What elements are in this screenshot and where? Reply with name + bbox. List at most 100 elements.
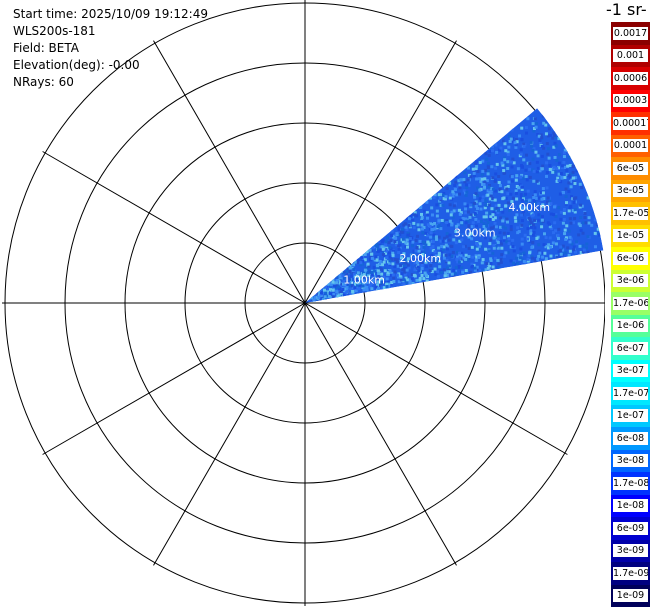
colorbar-level: 3e-09 bbox=[611, 539, 650, 562]
scan-pixel bbox=[552, 131, 556, 135]
scan-pixel bbox=[474, 258, 478, 262]
scan-pixel bbox=[491, 197, 495, 201]
scan-pixel bbox=[371, 279, 375, 283]
scan-pixel bbox=[491, 213, 495, 217]
scan-pixel bbox=[490, 186, 494, 190]
scan-pixel bbox=[567, 155, 571, 159]
scan-pixel bbox=[540, 225, 544, 229]
scan-pixel bbox=[394, 241, 398, 245]
scan-pixel bbox=[513, 216, 517, 220]
scan-pixel bbox=[329, 295, 333, 299]
scan-pixel bbox=[567, 174, 571, 178]
scan-pixel bbox=[501, 225, 505, 229]
scan-pixel bbox=[375, 280, 379, 284]
scan-pixel bbox=[435, 214, 439, 218]
scan-pixel bbox=[493, 189, 497, 193]
scan-pixel bbox=[566, 164, 570, 168]
scan-pixel bbox=[422, 250, 426, 254]
scan-pixel bbox=[395, 273, 399, 277]
scan-pixel bbox=[468, 270, 472, 274]
scan-pixel bbox=[397, 280, 401, 284]
scan-pixel bbox=[544, 245, 548, 249]
scan-pixel bbox=[455, 224, 459, 228]
scan-pixel bbox=[418, 278, 422, 282]
scan-pixel bbox=[434, 257, 438, 261]
scan-pixel bbox=[585, 246, 589, 250]
scan-pixel bbox=[340, 291, 344, 295]
colorbar: 0.0017 0.001 0.0006 0.0003 0.00017 0.0001 6e-0… bbox=[611, 22, 650, 610]
scan-pixel bbox=[413, 211, 417, 215]
scan-pixel bbox=[467, 225, 471, 229]
scan-pixel bbox=[461, 233, 465, 237]
scan-pixel bbox=[546, 134, 550, 138]
scan-pixel bbox=[519, 252, 523, 256]
scan-sector bbox=[305, 108, 604, 303]
scan-pixel bbox=[389, 257, 393, 261]
scan-pixel bbox=[565, 173, 569, 177]
colorbar-level-label: 6e-09 bbox=[613, 521, 648, 535]
scan-pixel bbox=[533, 117, 537, 121]
scan-pixel bbox=[405, 268, 409, 272]
scan-pixel bbox=[386, 247, 390, 251]
scan-pixel bbox=[539, 191, 543, 195]
scan-pixel bbox=[534, 150, 538, 154]
scan-pixel bbox=[349, 287, 353, 291]
scan-pixel bbox=[519, 148, 523, 152]
scan-pixel bbox=[358, 279, 362, 283]
scan-pixel bbox=[345, 275, 349, 279]
scan-pixel bbox=[473, 211, 477, 215]
scan-pixel bbox=[497, 180, 501, 184]
scan-pixel bbox=[590, 223, 594, 227]
scan-pixel bbox=[541, 187, 545, 191]
scan-pixel bbox=[367, 264, 371, 268]
scan-pixel bbox=[406, 263, 410, 267]
scan-pixel bbox=[562, 218, 566, 222]
scan-pixel bbox=[557, 178, 561, 182]
scan-pixel bbox=[374, 243, 378, 247]
scan-pixel bbox=[471, 167, 475, 171]
scan-pixel bbox=[503, 171, 507, 175]
scan-pixel bbox=[540, 197, 544, 201]
scan-pixel bbox=[487, 153, 491, 157]
scan-pixel bbox=[420, 227, 424, 231]
colorbar-level: 1e-06 bbox=[611, 314, 650, 337]
scan-pixel bbox=[465, 204, 469, 208]
scan-pixel bbox=[474, 200, 478, 204]
scan-pixel bbox=[395, 232, 399, 236]
scan-pixel bbox=[573, 208, 577, 212]
scan-pixel bbox=[573, 216, 577, 220]
scan-pixel bbox=[572, 176, 576, 180]
scan-pixel bbox=[435, 203, 439, 207]
scan-pixel bbox=[360, 254, 364, 258]
scan-pixel bbox=[473, 266, 477, 270]
scan-pixel bbox=[399, 263, 403, 267]
scan-pixel bbox=[581, 221, 585, 225]
scan-pixel bbox=[546, 221, 550, 225]
scan-pixel bbox=[370, 252, 374, 256]
scan-pixel bbox=[540, 154, 544, 158]
scan-pixel bbox=[476, 170, 480, 174]
scan-pixel bbox=[475, 207, 479, 211]
scan-pixel bbox=[474, 167, 478, 171]
scan-pixel bbox=[456, 250, 460, 254]
scan-pixel bbox=[514, 145, 518, 149]
scan-pixel bbox=[428, 196, 432, 200]
scan-pixel bbox=[489, 238, 493, 242]
scan-pixel bbox=[520, 173, 524, 177]
scan-pixel bbox=[545, 142, 549, 146]
scan-pixel bbox=[537, 134, 541, 138]
scan-pixel bbox=[434, 272, 438, 276]
scan-pixel bbox=[475, 164, 479, 168]
colorbar-level: 6e-06 bbox=[611, 247, 650, 270]
scan-pixel bbox=[383, 269, 387, 273]
scan-pixel bbox=[513, 205, 517, 209]
scan-pixel bbox=[472, 171, 476, 175]
scan-pixel bbox=[586, 250, 590, 254]
scan-pixel bbox=[493, 221, 497, 225]
scan-pixel bbox=[474, 192, 478, 196]
scan-pixel bbox=[322, 288, 326, 292]
colorbar-level: 1e-05 bbox=[611, 224, 650, 247]
scan-pixel bbox=[407, 223, 411, 227]
scan-pixel bbox=[482, 222, 486, 226]
scan-pixel bbox=[381, 238, 385, 242]
